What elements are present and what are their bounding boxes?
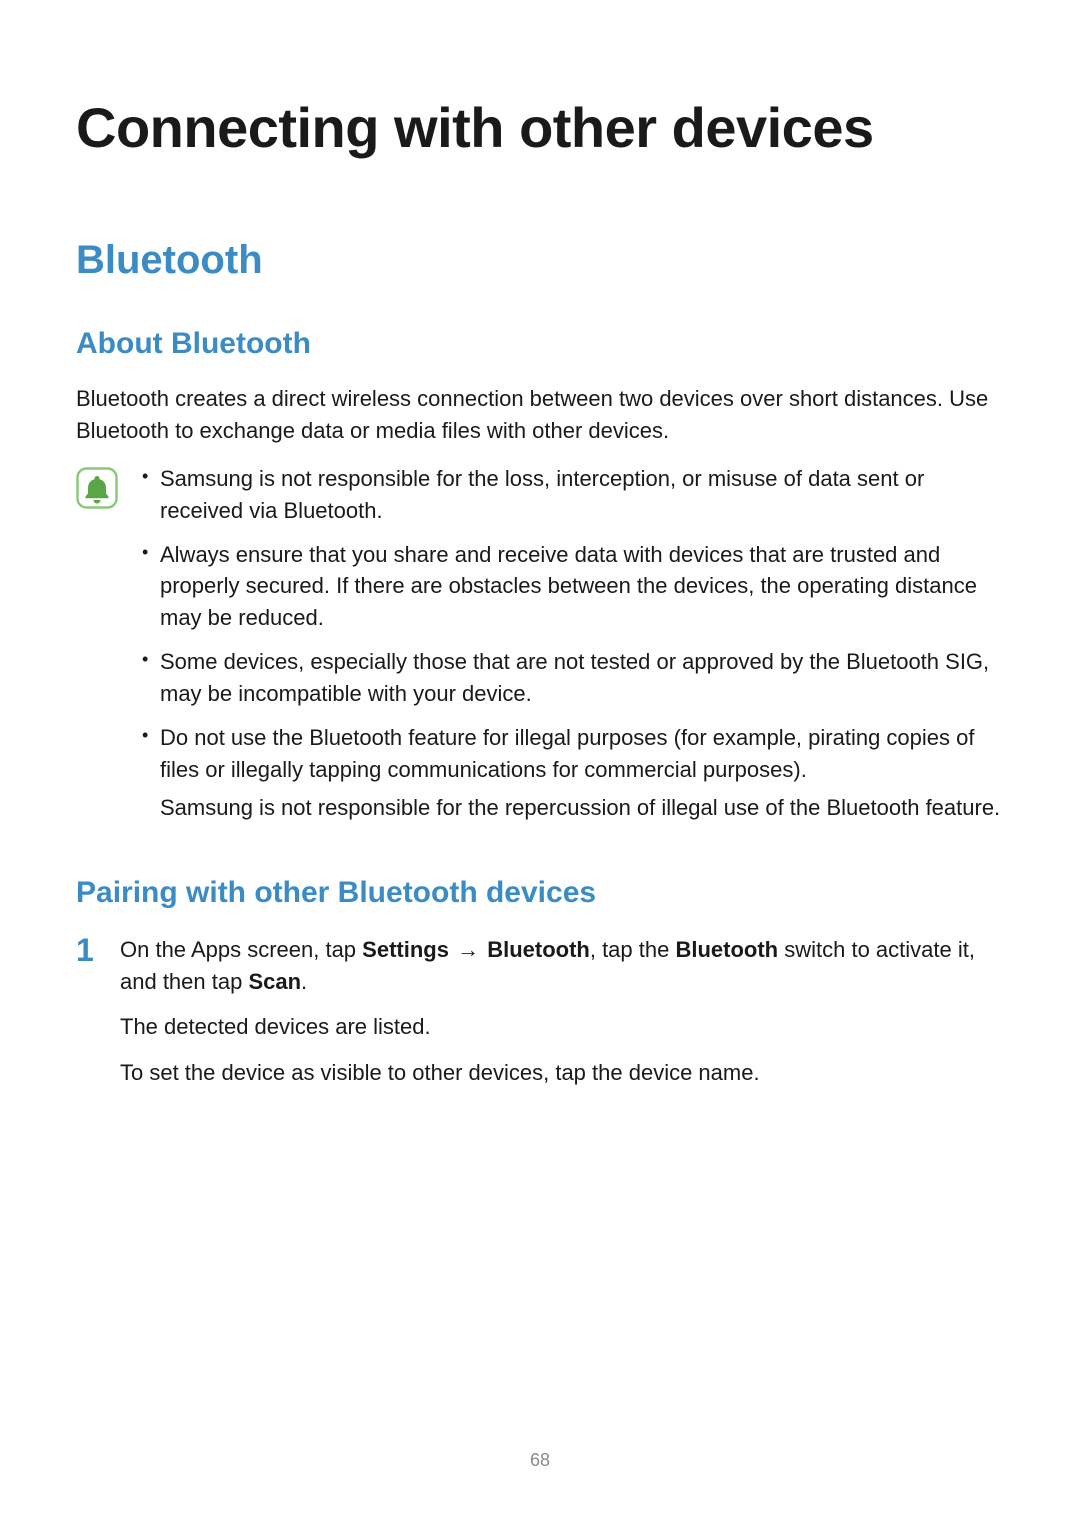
note-bullet: Samsung is not responsible for the loss,… [138,463,1004,527]
bell-note-icon [76,467,118,509]
step-body: On the Apps screen, tap Settings → Bluet… [120,934,1004,1104]
step-text: On the Apps screen, tap [120,937,362,962]
pairing-heading: Pairing with other Bluetooth devices [76,876,1004,910]
step-line-2: The detected devices are listed. [120,1011,1004,1043]
section-title: Bluetooth [76,238,1004,283]
chapter-title: Connecting with other devices [76,95,1004,160]
note-bullet: Do not use the Bluetooth feature for ill… [138,722,1004,824]
step-text: , tap the [590,937,676,962]
note-bullet-subtext: Samsung is not responsible for the reper… [160,792,1004,824]
step-line-3: To set the device as visible to other de… [120,1057,1004,1089]
note-bullet-text: Always ensure that you share and receive… [160,542,977,631]
note-bullet: Always ensure that you share and receive… [138,539,1004,635]
note-block: Samsung is not responsible for the loss,… [76,463,1004,836]
about-intro: Bluetooth creates a direct wireless conn… [76,383,1004,447]
note-bullet: Some devices, especially those that are … [138,646,1004,710]
step-bold-bluetooth: Bluetooth [487,937,590,962]
note-list: Samsung is not responsible for the loss,… [138,463,1004,836]
step-bold-bluetooth-switch: Bluetooth [675,937,778,962]
step-text: . [301,969,307,994]
step-item: 1 On the Apps screen, tap Settings → Blu… [76,934,1004,1104]
about-heading: About Bluetooth [76,327,1004,361]
note-bullet-text: Do not use the Bluetooth feature for ill… [160,725,974,782]
step-bold-scan: Scan [248,969,301,994]
arrow-icon: → [449,937,487,962]
page-container: Connecting with other devices Bluetooth … [0,0,1080,1103]
step-number: 1 [76,934,102,966]
step-bold-settings: Settings [362,937,449,962]
page-number: 68 [0,1450,1080,1471]
note-bullet-text: Samsung is not responsible for the loss,… [160,466,924,523]
ordered-list: 1 On the Apps screen, tap Settings → Blu… [76,934,1004,1104]
note-bullet-text: Some devices, especially those that are … [160,649,989,706]
step-line-1: On the Apps screen, tap Settings → Bluet… [120,934,1004,998]
